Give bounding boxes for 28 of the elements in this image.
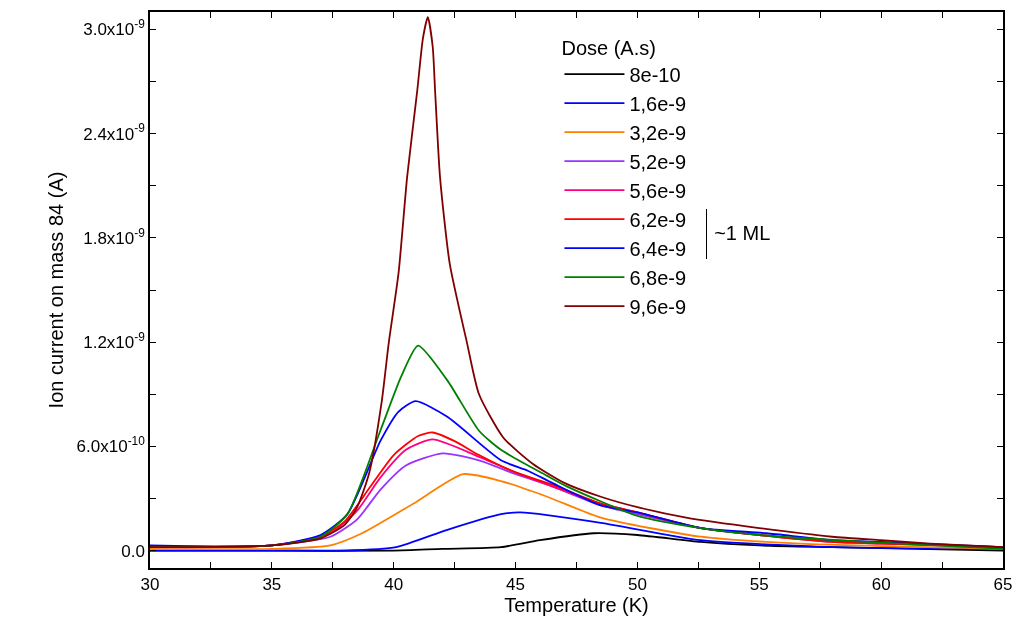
legend-label: 1,6e-9	[629, 92, 687, 115]
line-series	[150, 16, 1003, 549]
legend-label: 3,2e-9	[629, 121, 687, 144]
y-tick-label: 0.0	[121, 541, 145, 561]
x-tick-label: 50	[627, 575, 647, 595]
y-tick-label: 3.0x10$^{-9}$	[83, 17, 146, 40]
y-tick-label: 2.4x10$^{-9}$	[83, 121, 146, 144]
legend-title: Dose (A.s)	[561, 36, 656, 59]
x-tick-label: 65	[993, 575, 1013, 595]
x-tick-label: 55	[749, 575, 769, 595]
y-axis-title: Ion current on mass 84 (A)	[44, 171, 67, 409]
y-tick-label: 1.8x10$^{-9}$	[83, 225, 146, 248]
y-tick-label: 1.2x10$^{-9}$	[83, 329, 146, 353]
legend-label: 5,6e-9	[629, 179, 687, 202]
legend-label: 5,2e-9	[629, 150, 687, 173]
legend-label: 8e-10	[629, 63, 681, 86]
x-axis-title: Temperature (K)	[504, 594, 649, 617]
x-tick-label: 45	[506, 575, 526, 595]
x-tick-label: 35	[262, 575, 282, 595]
legend-label: 6,4e-9	[629, 237, 687, 260]
annotation: ~1 ML	[714, 221, 771, 245]
legend-label: 6,8e-9	[629, 266, 687, 289]
y-tick-label: 6.0x10$^{-10}$	[76, 434, 146, 457]
x-tick-label: 30	[140, 575, 160, 595]
x-tick-label: 60	[871, 575, 891, 595]
x-tick-label: 40	[384, 575, 404, 595]
legend-label: 9,6e-9	[629, 295, 687, 318]
legend-label: 6,2e-9	[629, 208, 687, 231]
